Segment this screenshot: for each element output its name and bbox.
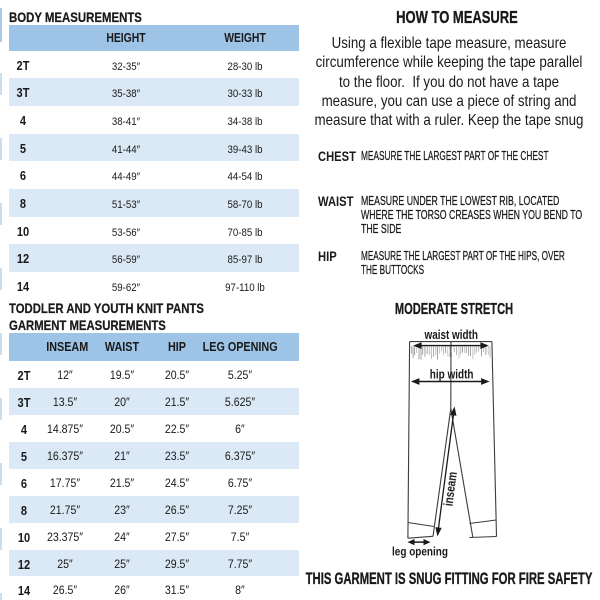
svg-text:leg opening: leg opening [392, 544, 448, 558]
svg-text:waist width: waist width [424, 328, 478, 342]
svg-text:hip width: hip width [430, 368, 474, 382]
